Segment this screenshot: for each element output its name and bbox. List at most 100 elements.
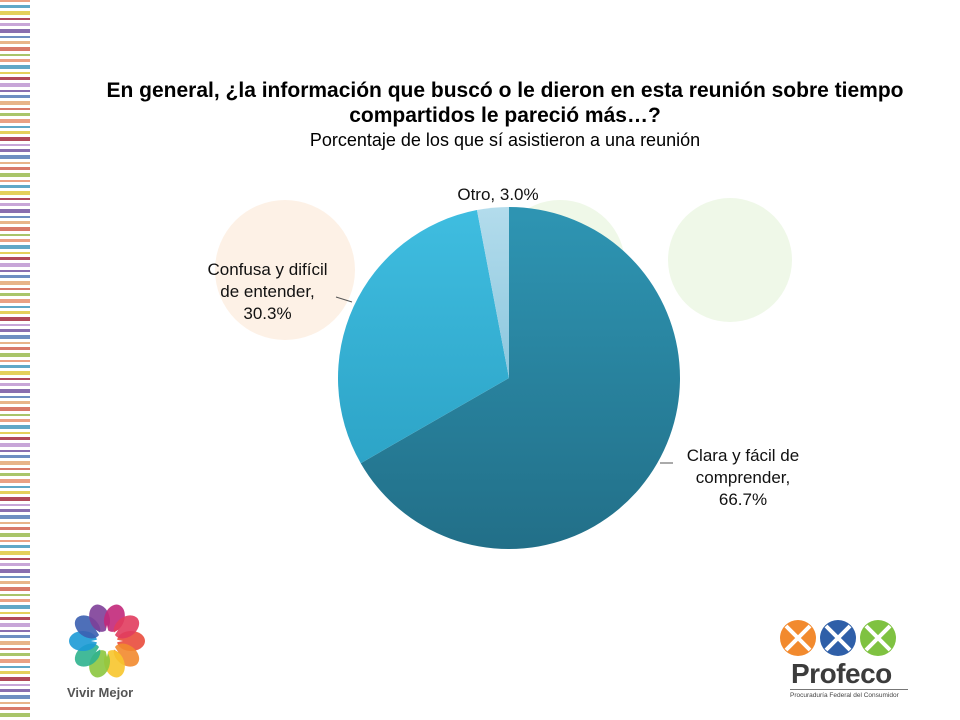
profeco-logo (780, 620, 896, 656)
profeco-subtitle: Procuraduría Federal del Consumidor (790, 689, 908, 699)
stripe (0, 437, 30, 440)
stripe (0, 425, 30, 429)
stripe (0, 635, 30, 638)
stripe (0, 569, 30, 573)
stripe (0, 335, 30, 339)
stripe (0, 551, 30, 555)
stripe (0, 36, 30, 38)
stripe (0, 707, 30, 710)
stripe (0, 29, 30, 33)
stripe (0, 461, 30, 465)
stripe (0, 108, 30, 110)
stripe (0, 648, 30, 650)
stripe (0, 486, 30, 488)
stripe (0, 216, 30, 218)
slice-confusa (337, 210, 509, 464)
stripe (0, 540, 30, 542)
stripe (0, 558, 30, 560)
stripe (0, 443, 30, 447)
stripe (0, 455, 30, 458)
stripe (0, 65, 30, 69)
stripe (0, 587, 30, 591)
stripe (0, 203, 30, 206)
stripe (0, 695, 30, 699)
stripe (0, 365, 30, 368)
stripe (0, 221, 30, 224)
stripe (0, 473, 30, 476)
stripe (0, 155, 30, 159)
stripe (0, 209, 30, 213)
stripe (0, 239, 30, 242)
slice-label-clara-value: 66.7% (718, 490, 768, 509)
stripe (0, 581, 30, 584)
slice-label-confusa-line2: de entender, (220, 282, 315, 301)
stripe (0, 360, 30, 362)
slice-label-confusa-line1: Confusa y difícil (207, 260, 328, 279)
stripe (0, 468, 30, 470)
stripe (0, 288, 30, 290)
stripe (0, 689, 30, 692)
stripe (0, 101, 30, 105)
stripe (0, 245, 30, 249)
stripe (0, 131, 30, 134)
stripe (0, 5, 30, 8)
stripe (0, 227, 30, 231)
stripe (0, 671, 30, 674)
stripe (0, 419, 30, 422)
stripe (0, 167, 30, 170)
stripe (0, 605, 30, 609)
stripe (0, 641, 30, 645)
stripe (0, 90, 30, 92)
chart-title-block: En general, ¿la información que buscó o … (60, 78, 950, 151)
stripe (0, 275, 30, 278)
stripe (0, 173, 30, 177)
stripe (0, 47, 30, 51)
stripe (0, 666, 30, 668)
stripe (0, 119, 30, 123)
stripe (0, 479, 30, 483)
chart-subtitle: Porcentaje de los que sí asistieron a un… (309, 130, 701, 150)
stripe (0, 684, 30, 686)
stripe (0, 162, 30, 164)
stripe (0, 185, 30, 188)
stripe (0, 342, 30, 344)
stripe (0, 563, 30, 566)
decorative-stripes (0, 0, 30, 717)
stripe (0, 306, 30, 308)
stripe (0, 149, 30, 152)
stripe (0, 180, 30, 182)
stripe (0, 329, 30, 332)
stripe (0, 137, 30, 141)
stripe (0, 383, 30, 386)
slice-label-otro-text: Otro, 3.0% (457, 185, 539, 204)
chart-title: En general, ¿la información que buscó o … (106, 79, 904, 127)
stripe (0, 83, 30, 87)
stripe (0, 407, 30, 411)
stripe (0, 713, 30, 717)
stripe (0, 23, 30, 26)
stripe (0, 59, 30, 62)
vivir-mejor-caption: Vivir Mejor (67, 685, 134, 700)
stripe (0, 389, 30, 393)
stripe (0, 576, 30, 578)
leader-line-confusa (335, 296, 353, 303)
stripe (0, 432, 30, 434)
stripe (0, 497, 30, 501)
stripe (0, 414, 30, 416)
stripe (0, 702, 30, 704)
stripe (0, 54, 30, 56)
stripe (0, 653, 30, 656)
stripe (0, 515, 30, 519)
stripe (0, 41, 30, 44)
stripe (0, 299, 30, 303)
stripe (0, 677, 30, 681)
stripe (0, 281, 30, 285)
stripe (0, 396, 30, 398)
stripe (0, 491, 30, 494)
stripe (0, 522, 30, 524)
flower-petal-icon (113, 615, 140, 639)
stripe (0, 311, 30, 314)
slice-label-clara-line2: comprender, (695, 468, 791, 487)
vivir-mejor-logo (69, 604, 145, 678)
stripe (0, 533, 30, 537)
